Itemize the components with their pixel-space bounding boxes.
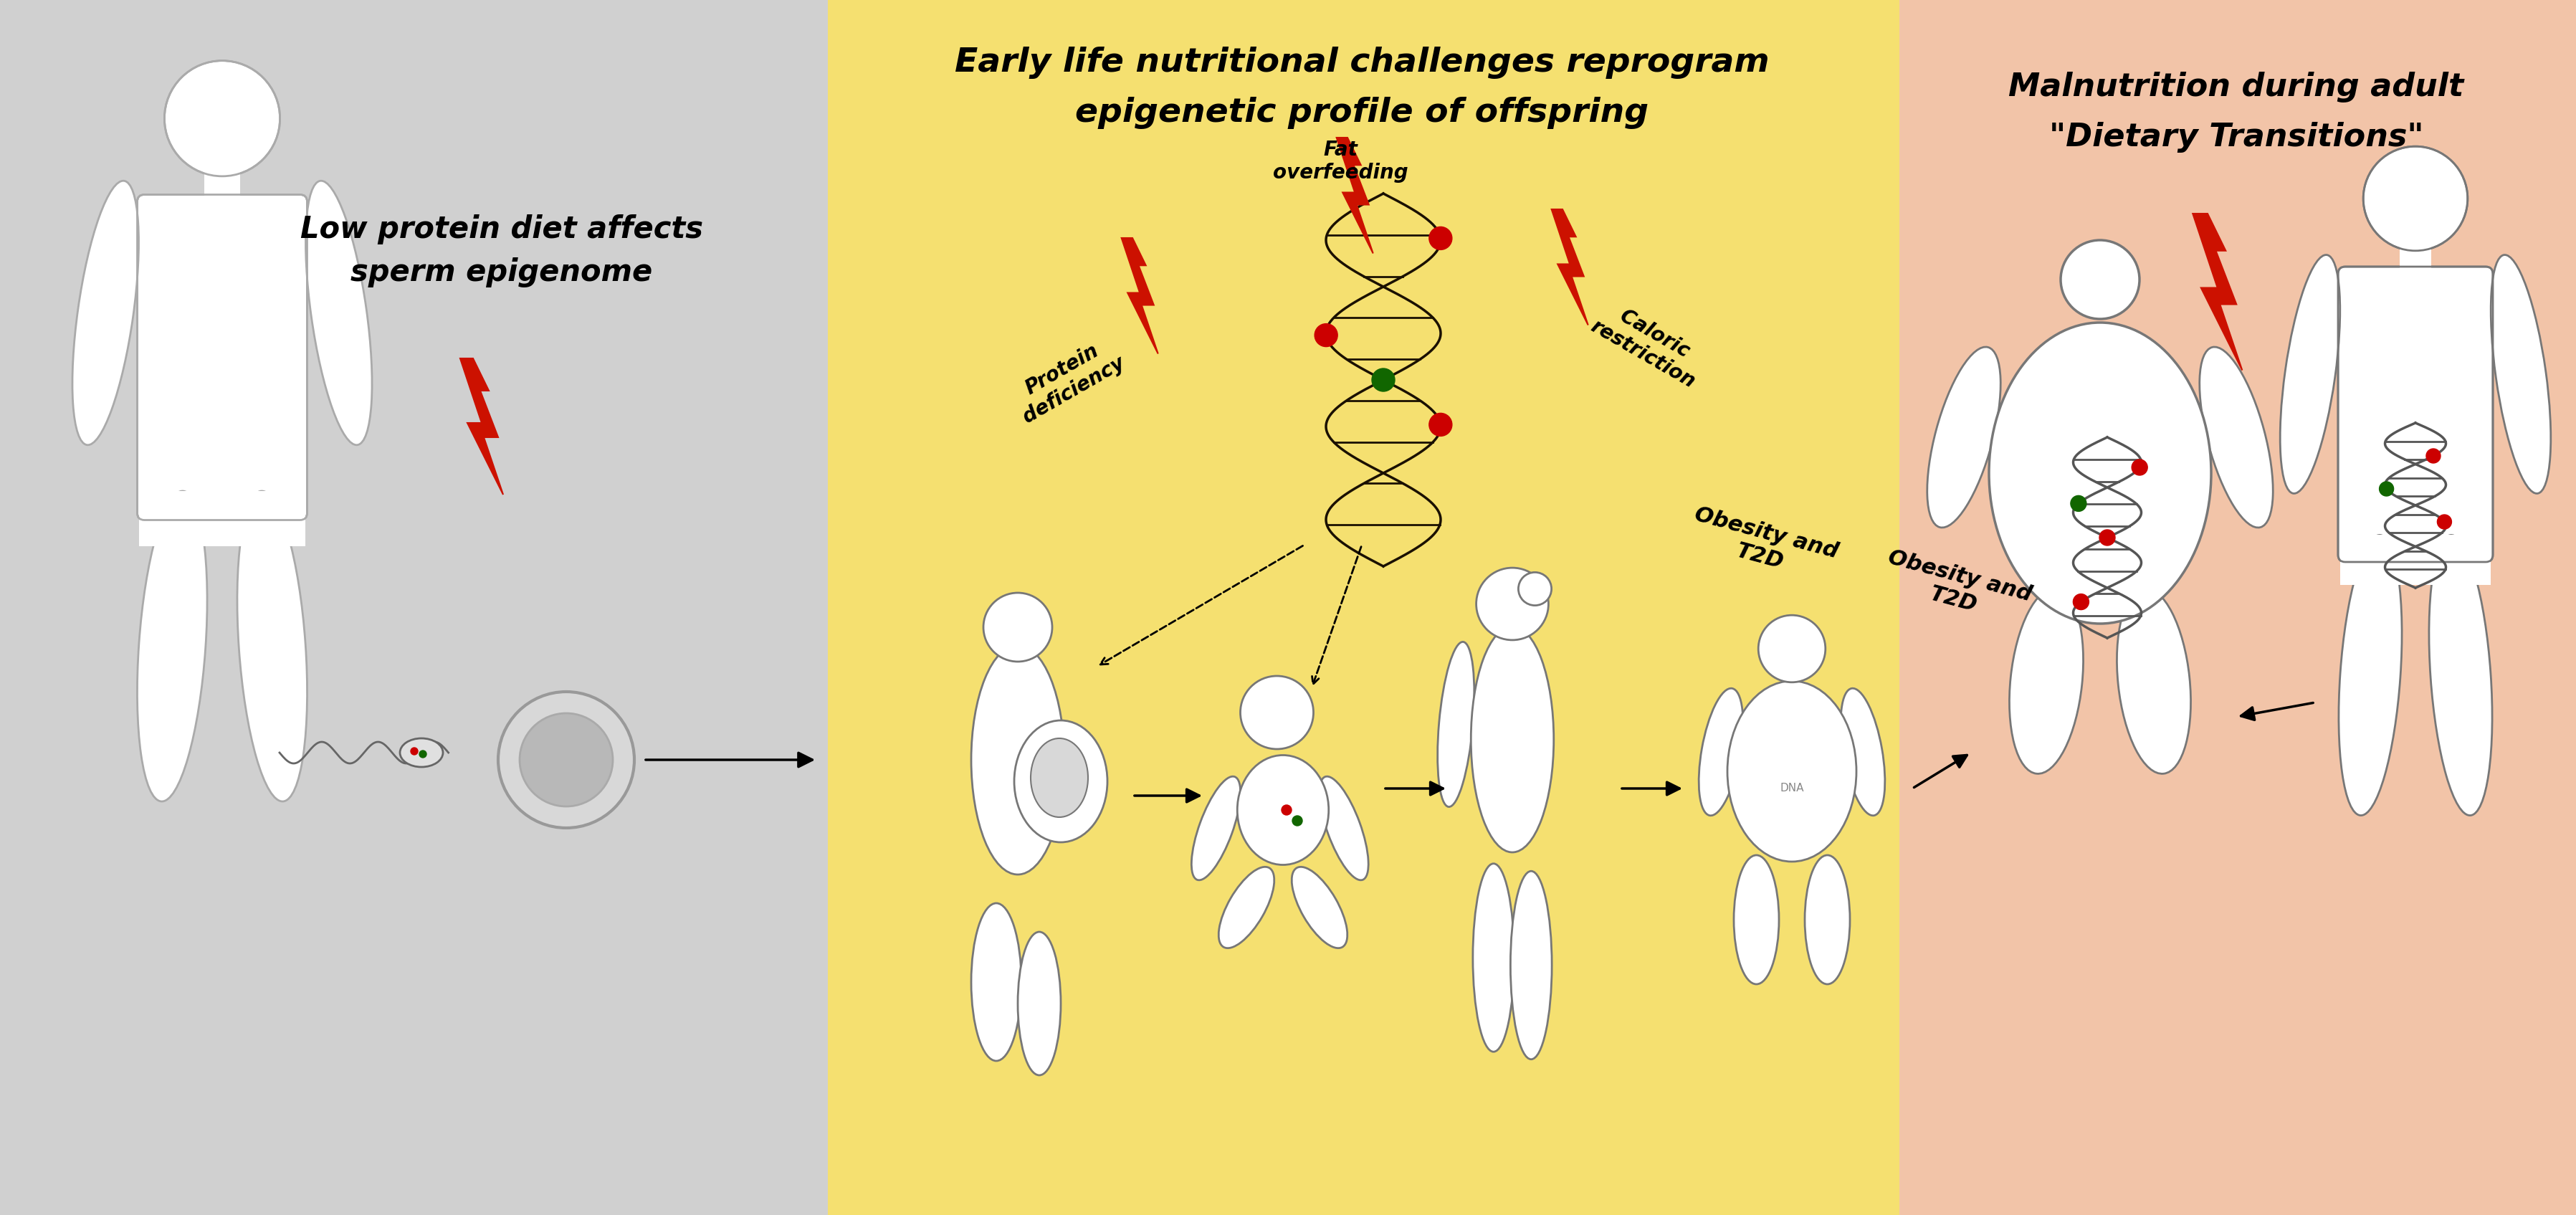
Ellipse shape [399, 739, 443, 767]
Circle shape [984, 593, 1051, 662]
Ellipse shape [1319, 776, 1368, 880]
Ellipse shape [307, 181, 371, 445]
Circle shape [420, 751, 428, 758]
Ellipse shape [2280, 255, 2339, 493]
Circle shape [1759, 615, 1826, 683]
Circle shape [2437, 515, 2452, 529]
Ellipse shape [137, 491, 206, 802]
Polygon shape [461, 358, 502, 495]
Polygon shape [1121, 238, 1159, 354]
Circle shape [1314, 323, 1337, 346]
Polygon shape [1551, 209, 1587, 326]
Ellipse shape [1473, 864, 1515, 1052]
Ellipse shape [1015, 720, 1108, 842]
FancyBboxPatch shape [2339, 266, 2494, 563]
Text: Low protein diet affects: Low protein diet affects [301, 214, 703, 244]
Bar [0, 0, 827, 1215]
Circle shape [1430, 227, 1453, 250]
Ellipse shape [1698, 689, 1744, 815]
Polygon shape [1337, 137, 1373, 254]
Bar [2398, 244, 2432, 289]
Ellipse shape [1734, 855, 1780, 984]
Ellipse shape [1842, 689, 1886, 815]
Circle shape [1517, 572, 1551, 605]
Ellipse shape [1806, 855, 1850, 984]
Ellipse shape [1018, 932, 1061, 1075]
Bar [2339, 535, 2491, 584]
Text: DNA: DNA [1780, 784, 1803, 793]
Ellipse shape [1236, 756, 1329, 865]
Ellipse shape [971, 645, 1064, 875]
Text: epigenetic profile of offspring: epigenetic profile of offspring [1074, 97, 1649, 129]
Ellipse shape [1510, 871, 1551, 1059]
Bar [206, 169, 240, 213]
Ellipse shape [1471, 627, 1553, 852]
Text: Malnutrition during adult: Malnutrition during adult [2009, 72, 2463, 102]
Bar [2401, 244, 2432, 284]
Ellipse shape [971, 903, 1020, 1061]
Ellipse shape [2339, 535, 2401, 815]
Ellipse shape [1989, 322, 2210, 623]
Bar [204, 169, 240, 219]
Circle shape [497, 691, 634, 827]
Text: Obesity and
T2D: Obesity and T2D [1880, 547, 2035, 628]
Bar [139, 491, 307, 547]
Circle shape [410, 747, 417, 755]
Text: Caloric
restriction: Caloric restriction [1587, 296, 1710, 392]
Ellipse shape [1291, 866, 1347, 948]
Circle shape [2380, 481, 2393, 496]
Ellipse shape [2009, 588, 2084, 774]
Bar [1899, 0, 2576, 1215]
Text: Obesity and
T2D: Obesity and T2D [1685, 504, 1839, 586]
Text: Early life nutritional challenges reprogram: Early life nutritional challenges reprog… [956, 46, 1770, 79]
Circle shape [1293, 815, 1303, 826]
Bar [827, 0, 1899, 1215]
Ellipse shape [2429, 535, 2491, 815]
Circle shape [1373, 368, 1394, 391]
Ellipse shape [2491, 255, 2550, 493]
Ellipse shape [237, 491, 307, 802]
Circle shape [2099, 530, 2115, 546]
Circle shape [2427, 448, 2439, 463]
Text: sperm epigenome: sperm epigenome [350, 258, 652, 288]
Ellipse shape [1030, 739, 1087, 818]
Circle shape [165, 61, 281, 176]
Ellipse shape [2200, 347, 2272, 527]
Ellipse shape [2117, 588, 2190, 774]
Circle shape [2061, 241, 2141, 320]
Circle shape [1280, 806, 1291, 815]
Circle shape [520, 713, 613, 807]
Text: "Dietary Transitions": "Dietary Transitions" [2048, 122, 2424, 153]
Circle shape [1239, 676, 1314, 750]
Ellipse shape [1728, 680, 1857, 861]
Polygon shape [2192, 214, 2241, 371]
Ellipse shape [1437, 642, 1473, 807]
FancyBboxPatch shape [137, 194, 307, 520]
Ellipse shape [1927, 347, 2002, 527]
Text: Protein
deficiency: Protein deficiency [1007, 333, 1128, 428]
Ellipse shape [1218, 866, 1275, 948]
Circle shape [2071, 496, 2087, 512]
Circle shape [1476, 567, 1548, 640]
Circle shape [1430, 413, 1453, 436]
Ellipse shape [72, 181, 139, 445]
Circle shape [2362, 146, 2468, 250]
Circle shape [2074, 594, 2089, 610]
Text: Fat
overfeeding: Fat overfeeding [1273, 140, 1409, 183]
Ellipse shape [1193, 776, 1242, 880]
Circle shape [2133, 459, 2148, 475]
